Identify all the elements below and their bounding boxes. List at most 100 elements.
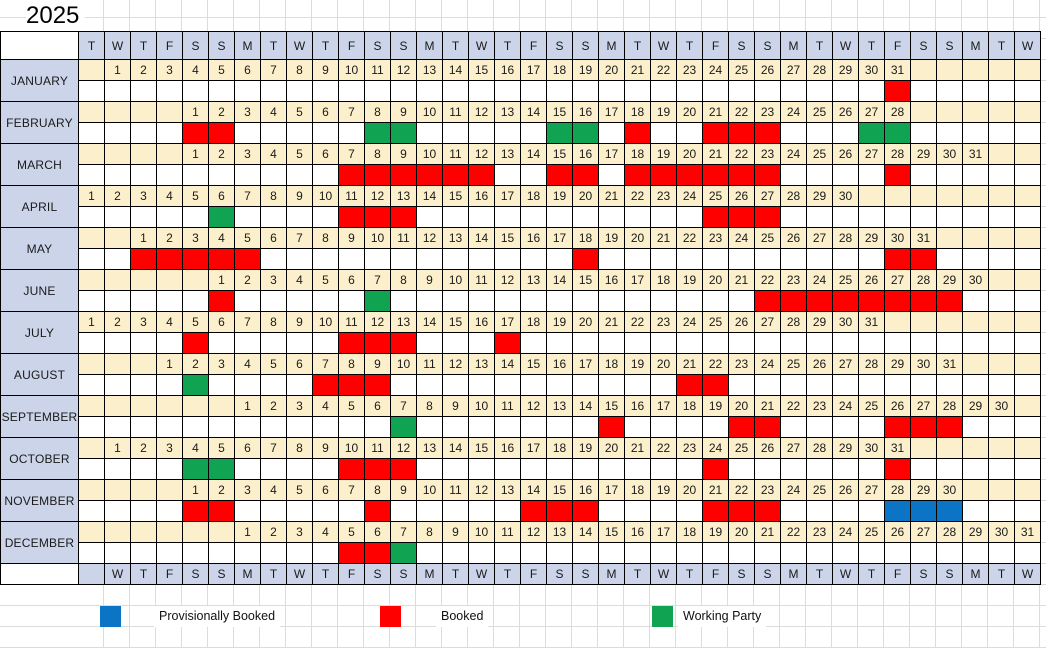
booking-cell[interactable] [234, 80, 261, 102]
booking-cell[interactable] [884, 206, 911, 228]
date-cell[interactable]: 26 [832, 143, 859, 165]
booking-cell[interactable] [208, 458, 235, 480]
date-cell[interactable] [130, 143, 157, 165]
date-cell[interactable]: 19 [572, 437, 599, 459]
booking-cell[interactable] [702, 542, 729, 564]
date-cell[interactable] [78, 143, 105, 165]
booking-cell[interactable] [78, 122, 105, 144]
date-cell[interactable] [962, 479, 989, 501]
booking-cell[interactable] [650, 416, 677, 438]
date-cell[interactable]: 28 [936, 395, 963, 417]
booking-cell[interactable] [806, 332, 833, 354]
booking-cell[interactable] [494, 206, 521, 228]
booking-cell[interactable] [702, 248, 729, 270]
date-cell[interactable]: 13 [520, 269, 547, 291]
booking-cell[interactable] [624, 206, 651, 228]
booking-cell[interactable] [234, 248, 261, 270]
booking-cell[interactable] [676, 500, 703, 522]
booking-cell[interactable] [286, 80, 313, 102]
date-cell[interactable] [208, 395, 235, 417]
booking-cell[interactable] [702, 332, 729, 354]
date-cell[interactable]: 25 [754, 227, 781, 249]
date-cell[interactable]: 20 [728, 521, 755, 543]
booking-cell[interactable] [858, 542, 885, 564]
booking-cell[interactable] [104, 458, 131, 480]
date-cell[interactable]: 26 [832, 479, 859, 501]
booking-cell[interactable] [754, 374, 781, 396]
date-cell[interactable]: 16 [468, 185, 495, 207]
date-cell[interactable]: 23 [728, 353, 755, 375]
date-cell[interactable] [78, 101, 105, 123]
date-cell[interactable]: 9 [390, 143, 417, 165]
date-cell[interactable] [104, 395, 131, 417]
booking-cell[interactable] [884, 416, 911, 438]
booking-cell[interactable] [156, 500, 183, 522]
date-cell[interactable]: 23 [702, 227, 729, 249]
booking-cell[interactable] [806, 416, 833, 438]
booking-cell[interactable] [572, 164, 599, 186]
date-cell[interactable]: 7 [312, 353, 339, 375]
date-cell[interactable]: 19 [546, 185, 573, 207]
date-cell[interactable]: 7 [234, 185, 261, 207]
booking-cell[interactable] [546, 164, 573, 186]
date-cell[interactable] [78, 353, 105, 375]
date-cell[interactable]: 12 [468, 143, 495, 165]
booking-cell[interactable] [468, 374, 495, 396]
booking-cell[interactable] [936, 374, 963, 396]
booking-cell[interactable] [1014, 248, 1041, 270]
date-cell[interactable]: 14 [442, 437, 469, 459]
date-cell[interactable] [988, 59, 1015, 81]
date-cell[interactable]: 12 [390, 59, 417, 81]
date-cell[interactable]: 6 [312, 143, 339, 165]
booking-cell[interactable] [312, 290, 339, 312]
date-cell[interactable]: 24 [754, 353, 781, 375]
booking-cell[interactable] [858, 290, 885, 312]
booking-cell[interactable] [702, 122, 729, 144]
booking-cell[interactable] [130, 374, 157, 396]
date-cell[interactable]: 10 [390, 353, 417, 375]
date-cell[interactable] [936, 437, 963, 459]
booking-cell[interactable] [182, 248, 209, 270]
date-cell[interactable] [104, 227, 131, 249]
booking-cell[interactable] [182, 374, 209, 396]
date-cell[interactable]: 18 [650, 269, 677, 291]
date-cell[interactable]: 6 [338, 269, 365, 291]
date-cell[interactable]: 25 [728, 437, 755, 459]
booking-cell[interactable] [468, 458, 495, 480]
date-cell[interactable]: 8 [364, 479, 391, 501]
booking-cell[interactable] [598, 458, 625, 480]
booking-cell[interactable] [572, 374, 599, 396]
booking-cell[interactable] [260, 206, 287, 228]
date-cell[interactable]: 23 [754, 101, 781, 123]
date-cell[interactable] [1014, 227, 1041, 249]
booking-cell[interactable] [754, 164, 781, 186]
booking-cell[interactable] [442, 248, 469, 270]
date-cell[interactable]: 3 [286, 395, 313, 417]
booking-cell[interactable] [546, 80, 573, 102]
date-cell[interactable]: 31 [884, 59, 911, 81]
booking-cell[interactable] [390, 206, 417, 228]
booking-cell[interactable] [546, 542, 573, 564]
date-cell[interactable]: 9 [286, 185, 313, 207]
booking-cell[interactable] [884, 80, 911, 102]
date-cell[interactable]: 22 [754, 269, 781, 291]
booking-cell[interactable] [624, 500, 651, 522]
booking-cell[interactable] [806, 374, 833, 396]
date-cell[interactable]: 23 [650, 185, 677, 207]
date-cell[interactable]: 15 [572, 269, 599, 291]
booking-cell[interactable] [182, 542, 209, 564]
booking-cell[interactable] [208, 122, 235, 144]
date-cell[interactable]: 30 [910, 353, 937, 375]
date-cell[interactable]: 20 [598, 437, 625, 459]
booking-cell[interactable] [442, 416, 469, 438]
date-cell[interactable] [208, 521, 235, 543]
date-cell[interactable]: 24 [780, 143, 807, 165]
date-cell[interactable]: 22 [702, 353, 729, 375]
date-cell[interactable] [988, 479, 1015, 501]
date-cell[interactable]: 10 [442, 269, 469, 291]
date-cell[interactable]: 8 [260, 311, 287, 333]
date-cell[interactable]: 27 [780, 59, 807, 81]
booking-cell[interactable] [572, 332, 599, 354]
date-cell[interactable]: 21 [624, 437, 651, 459]
booking-cell[interactable] [520, 290, 547, 312]
